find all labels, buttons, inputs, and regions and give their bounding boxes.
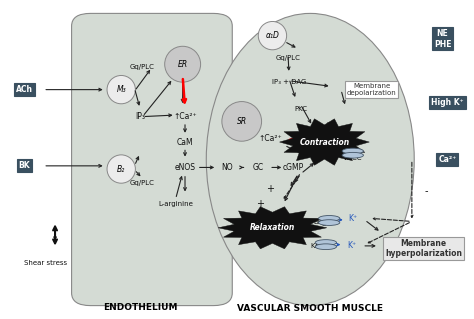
Text: +: +: [323, 121, 331, 131]
Text: Membrane
depolarization: Membrane depolarization: [347, 83, 397, 96]
Text: α₁D: α₁D: [265, 31, 279, 40]
Text: K⁺: K⁺: [348, 214, 357, 223]
Text: VASCULAR SMOOTH MUSCLE: VASCULAR SMOOTH MUSCLE: [237, 304, 383, 313]
Text: Ca²⁺: Ca²⁺: [438, 155, 456, 164]
Text: Relaxation: Relaxation: [250, 223, 295, 232]
Text: CaM: CaM: [177, 137, 193, 146]
Text: L-arginine: L-arginine: [158, 201, 193, 207]
Ellipse shape: [319, 220, 340, 226]
Ellipse shape: [206, 13, 414, 306]
Text: Gq/PLC: Gq/PLC: [275, 55, 301, 61]
Text: ER: ER: [178, 60, 188, 69]
Text: ACh: ACh: [16, 85, 33, 94]
Text: -: -: [424, 186, 428, 196]
Text: +: +: [266, 184, 274, 194]
Text: cGMP: cGMP: [282, 163, 303, 172]
Ellipse shape: [107, 76, 136, 104]
Text: eNOS: eNOS: [174, 163, 195, 172]
Ellipse shape: [342, 148, 364, 154]
Text: B₂: B₂: [117, 165, 125, 174]
Text: ↑Ca²⁺: ↑Ca²⁺: [173, 112, 197, 121]
Ellipse shape: [107, 155, 136, 183]
Text: BK: BK: [18, 161, 30, 170]
Ellipse shape: [315, 244, 337, 249]
Text: ENDOTHELIUM: ENDOTHELIUM: [103, 303, 177, 312]
Text: M₃: M₃: [117, 85, 126, 94]
Text: GC: GC: [253, 163, 264, 172]
Text: IP₃: IP₃: [135, 112, 145, 121]
FancyBboxPatch shape: [72, 13, 232, 306]
Text: High K⁺: High K⁺: [431, 98, 464, 107]
Text: VDCC: VDCC: [343, 155, 363, 161]
Polygon shape: [280, 119, 369, 165]
Ellipse shape: [342, 152, 364, 158]
Ellipse shape: [258, 21, 287, 50]
Text: NO: NO: [222, 163, 233, 172]
Text: Shear stress: Shear stress: [24, 260, 67, 266]
Ellipse shape: [164, 46, 201, 82]
Text: PKC: PKC: [294, 106, 307, 112]
Text: IP₃ + DAG: IP₃ + DAG: [272, 79, 306, 85]
Text: KᴀₚP: KᴀₚP: [310, 243, 326, 249]
Text: Gq/PLC: Gq/PLC: [130, 180, 155, 186]
Polygon shape: [218, 207, 327, 249]
Text: Contraction: Contraction: [300, 137, 349, 146]
Text: ↑Ca²⁺: ↑Ca²⁺: [258, 134, 282, 143]
Text: Membrane
hyperpolarization: Membrane hyperpolarization: [385, 239, 462, 258]
Text: NE
PHE: NE PHE: [434, 29, 451, 48]
Text: SR: SR: [237, 117, 247, 126]
Text: BKⲠa: BKⲠa: [313, 218, 331, 225]
Text: +: +: [313, 134, 321, 144]
Ellipse shape: [222, 101, 262, 141]
Text: +: +: [255, 199, 264, 209]
Ellipse shape: [315, 240, 337, 245]
Ellipse shape: [319, 216, 340, 221]
Text: Gq/PLC: Gq/PLC: [130, 64, 155, 70]
Text: K⁺: K⁺: [347, 241, 356, 250]
